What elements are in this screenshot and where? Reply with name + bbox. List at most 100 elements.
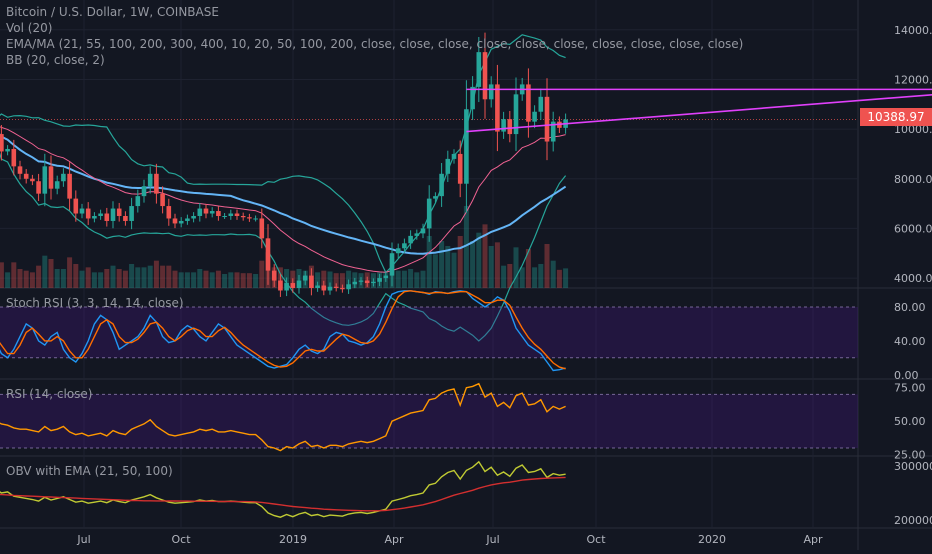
legend-symbol[interactable]: Bitcoin / U.S. Dollar, 1W, COINBASE: [6, 5, 219, 19]
volume-bar: [203, 270, 209, 288]
time-tick-label: Oct: [171, 533, 191, 546]
candle-body: [284, 283, 289, 291]
candle-body: [54, 181, 60, 189]
volume-bar: [432, 254, 438, 288]
volume-bar: [532, 267, 538, 288]
price-tick-label: 12000.00: [894, 73, 932, 86]
candle-body: [23, 173, 29, 179]
volume-bar: [54, 269, 60, 288]
volume-bar: [116, 269, 122, 288]
candle-body: [278, 280, 283, 291]
time-tick-label: 2020: [698, 533, 726, 546]
volume-bar: [457, 236, 463, 288]
candle-body: [451, 153, 457, 159]
candle-body: [501, 119, 506, 132]
legend-obv[interactable]: OBV with EMA (21, 50, 100): [6, 464, 173, 478]
volume-bar: [476, 232, 482, 288]
volume-bar: [79, 270, 85, 288]
volume-bar: [17, 269, 23, 288]
legend-rsi[interactable]: RSI (14, close): [6, 387, 93, 401]
candle-body: [222, 216, 227, 217]
volume-bar: [544, 244, 550, 288]
candle-body: [371, 281, 376, 284]
legend-volume[interactable]: Vol (20): [6, 21, 53, 35]
candle-body: [104, 213, 110, 221]
candle-body: [420, 228, 426, 234]
candle-body: [110, 208, 116, 221]
volume-bar: [401, 270, 407, 288]
candle-body: [433, 196, 438, 199]
candle-body: [532, 111, 537, 122]
candle-body: [426, 198, 432, 229]
volume-bar: [346, 270, 352, 288]
volume-bar: [209, 272, 215, 288]
candle-body: [482, 52, 488, 100]
volume-bar: [129, 264, 135, 288]
moving-average-line: [0, 133, 567, 255]
candle-body: [228, 213, 234, 216]
stoch-rsi-series-d: [0, 290, 566, 370]
volume-bar: [23, 270, 29, 288]
candle-body: [135, 196, 141, 207]
candle-body: [98, 213, 103, 216]
volume-bar: [525, 249, 531, 288]
legend-bollinger[interactable]: BB (20, close, 2): [6, 53, 105, 67]
rsi-tick-label: 50.00: [894, 415, 926, 428]
volume-bar: [0, 262, 4, 288]
candle-body: [346, 284, 351, 290]
volume-bar: [122, 270, 128, 288]
price-tick-label: 10000.00: [894, 123, 932, 136]
volume-bar: [463, 206, 469, 288]
volume-bar: [197, 269, 203, 288]
candle-body: [383, 275, 389, 279]
volume-bar: [563, 268, 569, 288]
candle-body: [172, 218, 178, 224]
candle-body: [538, 96, 544, 112]
candle-body: [141, 186, 147, 197]
candle-body: [42, 166, 48, 194]
candle-body: [154, 173, 159, 194]
volume-bar: [321, 270, 327, 288]
candle-body: [116, 208, 122, 216]
volume-bar: [73, 264, 79, 288]
volume-bar: [339, 273, 345, 288]
candle-body: [0, 134, 4, 152]
volume-bar: [166, 265, 172, 288]
candle-body: [340, 288, 345, 290]
candle-body: [402, 243, 407, 249]
volume-bar: [178, 272, 184, 288]
volume-bar: [104, 269, 110, 288]
candle-body: [247, 217, 252, 219]
price-tick-label: 8000.00: [894, 173, 932, 186]
time-tick-label: Jul: [76, 533, 90, 546]
candle-body: [377, 278, 382, 282]
candle-body: [191, 216, 196, 219]
volume-bar: [67, 257, 73, 288]
volume-bar: [240, 273, 246, 288]
legend-stoch-rsi[interactable]: Stoch RSI (3, 3, 14, 14, close): [6, 296, 184, 310]
candle-body: [197, 208, 203, 216]
rsi-tick-label: 25.00: [894, 449, 926, 462]
candle-body: [61, 173, 66, 182]
candle-body: [544, 96, 550, 142]
candle-body: [526, 84, 531, 122]
volume-bar: [246, 273, 252, 288]
time-tick-label: Jul: [485, 533, 499, 546]
stoch-rsi-band-fill: [0, 306, 858, 358]
volume-bar: [234, 272, 240, 288]
legend-ema-ma[interactable]: EMA/MA (21, 55, 100, 200, 300, 400, 10, …: [6, 37, 744, 51]
stoch-rsi-tick-label: 0.00: [894, 369, 919, 382]
time-tick-label: 2019: [279, 533, 307, 546]
candle-body: [271, 270, 277, 281]
bollinger-upper-band: [0, 34, 566, 274]
time-tick-label: Apr: [384, 533, 404, 546]
volume-bar: [60, 269, 66, 288]
candle-body: [265, 238, 271, 271]
volume-bar: [48, 259, 54, 288]
trendline-1: [466, 93, 932, 133]
volume-bar: [160, 265, 166, 288]
candle-body: [495, 84, 500, 132]
candle-body: [352, 281, 358, 285]
